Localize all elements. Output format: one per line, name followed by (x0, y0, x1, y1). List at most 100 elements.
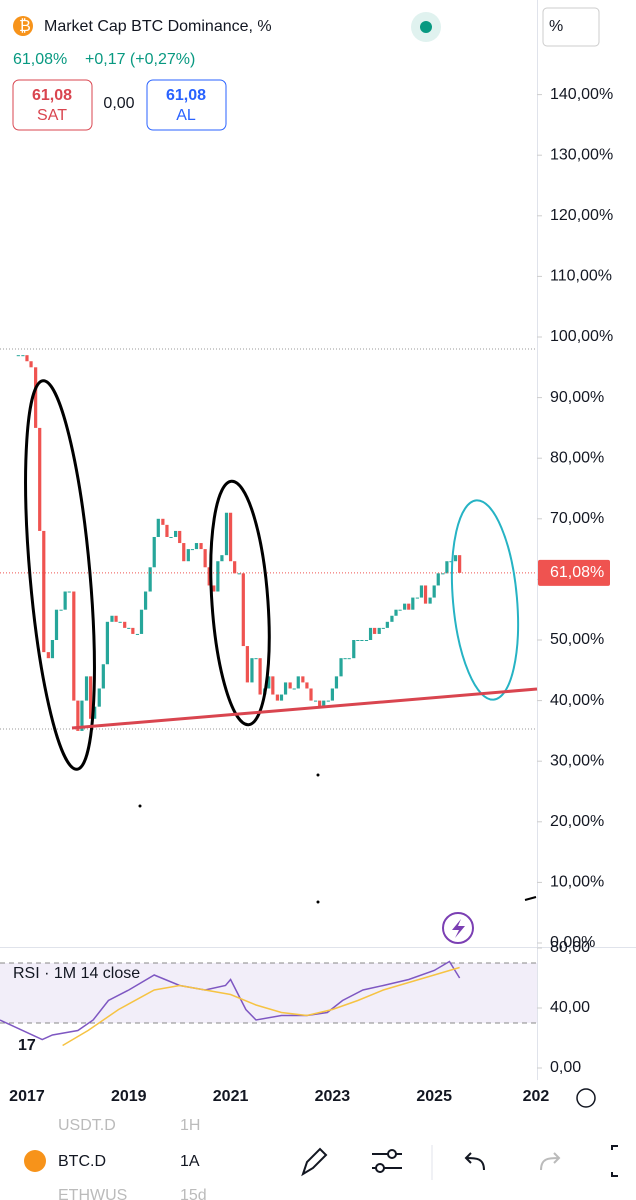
y-tick-label: 40,00% (550, 692, 604, 709)
buy-label: AL (176, 107, 196, 124)
candle-body (305, 682, 309, 689)
candle-body (161, 518, 165, 525)
candle-body (283, 682, 288, 695)
candle-body (63, 591, 67, 610)
y-tick-label: 100,00% (550, 328, 613, 345)
candle-body (118, 621, 122, 623)
y-tick-label: 90,00% (550, 389, 604, 406)
candle-body (88, 676, 93, 719)
interval[interactable]: 1A (180, 1153, 200, 1170)
scale-button[interactable] (542, 7, 600, 47)
candle-body (186, 549, 190, 562)
candle-body (21, 355, 25, 357)
candle-body (343, 658, 347, 660)
y-tick-label: 40,00 (550, 999, 590, 1016)
candle-body (169, 536, 173, 538)
y-tick-label: 10,00% (550, 874, 604, 891)
rsi-line (0, 960, 461, 1041)
candle-body (97, 688, 101, 707)
x-tick-label: 2021 (213, 1088, 249, 1105)
sell-label: SAT (37, 107, 67, 124)
candle-body (207, 567, 211, 586)
candle-body (93, 706, 97, 719)
last-price-tag (538, 559, 610, 586)
candle-body (233, 561, 237, 574)
candle-body (203, 549, 207, 568)
stroke (524, 896, 537, 901)
candle-body (143, 591, 148, 610)
candle-body (381, 627, 385, 629)
candle-body (458, 555, 462, 573)
candle-body (407, 603, 411, 610)
buy-button[interactable] (146, 79, 227, 131)
sell-button[interactable] (12, 79, 93, 131)
candle-body (296, 676, 300, 689)
redo-icon[interactable] (540, 1152, 561, 1171)
candle-body (292, 688, 296, 690)
last-price-label: 61,08% (550, 564, 604, 581)
candle-body (258, 658, 262, 695)
candle-body (390, 615, 394, 622)
y-tick-label: 0,00 (550, 1059, 581, 1076)
candle-body (352, 640, 356, 659)
candle-body (216, 561, 220, 592)
annotation-ellipse (24, 379, 96, 771)
draw-icon[interactable] (301, 1147, 328, 1177)
y-tick-label: 80,00% (550, 449, 604, 466)
sell-price: 61,08 (32, 87, 72, 104)
annotation-ellipse (209, 479, 271, 727)
candle-body (199, 543, 203, 550)
coin-icon (24, 1150, 46, 1172)
settings-icon[interactable] (576, 1088, 596, 1108)
candle-body (34, 367, 38, 428)
candle-body (313, 700, 318, 702)
y-tick-label: 110,00% (550, 268, 612, 285)
candle-body (190, 549, 195, 551)
ghost-interval: 15d (180, 1187, 207, 1200)
candle-body (385, 621, 389, 628)
x-tick-label: 2025 (416, 1088, 452, 1105)
buy-price: 61,08 (166, 87, 206, 104)
candle-body (84, 676, 89, 701)
alert-bolt (452, 919, 465, 938)
title: Market Cap BTC Dominance, % (44, 18, 272, 35)
candle-body (373, 627, 377, 634)
candle-body (318, 700, 322, 707)
ghost-symbol: USDT.D (58, 1117, 116, 1134)
candle-body (123, 621, 127, 628)
indicators-icon[interactable] (372, 1149, 402, 1173)
candle-body (419, 585, 424, 598)
candle-body (403, 603, 407, 610)
candle-body (50, 640, 55, 659)
candle-body (228, 512, 233, 562)
candle-body (377, 627, 381, 634)
candle-body (411, 597, 415, 610)
candle-body (271, 676, 275, 695)
status-dot (420, 21, 432, 33)
axis-border (537, 0, 538, 1080)
candle-body (182, 543, 186, 562)
undo-icon[interactable] (464, 1152, 485, 1171)
dot (316, 900, 320, 904)
alert-icon[interactable] (442, 912, 474, 944)
candle-body (105, 621, 110, 665)
candle-body (356, 640, 360, 641)
candle-body (42, 530, 46, 653)
candle-body (394, 609, 398, 616)
symbol[interactable]: BTC.D (58, 1153, 106, 1170)
candle-body (139, 609, 144, 634)
candle-body (16, 355, 20, 357)
candle-body (339, 658, 343, 677)
fullscreen-icon[interactable] (611, 1145, 618, 1177)
candle-body (220, 555, 224, 562)
candle-body (453, 555, 458, 562)
candle-body (174, 530, 178, 537)
dot (316, 773, 320, 777)
candle-body (178, 530, 182, 544)
candle-body (152, 536, 156, 568)
coin-glyph: ₿ (19, 17, 31, 35)
candle-body (114, 615, 118, 622)
candle-body (368, 627, 373, 640)
y-tick-label: 50,00% (550, 631, 604, 648)
candle-body (165, 524, 169, 537)
